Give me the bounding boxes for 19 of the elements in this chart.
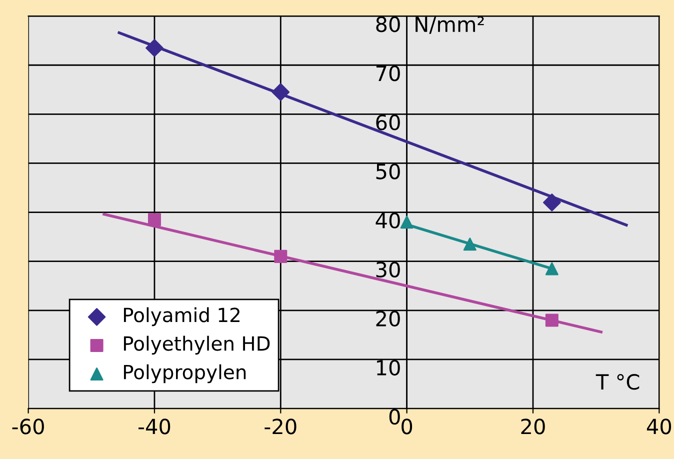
x-tick-label: -20 xyxy=(264,418,296,434)
y-tick-label: 70 xyxy=(376,65,400,82)
y-tick-label: 20 xyxy=(376,310,400,327)
y-axis-title: N/mm² xyxy=(416,16,484,34)
x-tick-label: -40 xyxy=(138,418,170,434)
legend-label: Polyethylen HD xyxy=(124,336,270,355)
x-tick-label: 20 xyxy=(521,418,545,434)
legend-label: Polyamid 12 xyxy=(124,307,240,326)
x-axis-title: T °C xyxy=(596,374,640,390)
y-tick-label: 10 xyxy=(377,360,400,376)
legend-label: Polypropylen xyxy=(124,364,246,384)
y-tick-label: 40 xyxy=(376,212,400,228)
x-tick-label: 0 xyxy=(402,418,412,434)
x-tick-label: -60 xyxy=(12,418,44,434)
x-tick-label: 40 xyxy=(646,418,672,434)
y-tick-label: 30 xyxy=(376,262,400,278)
y-tick-label: 80 xyxy=(376,16,400,32)
y-tick-label: 60 xyxy=(376,114,400,130)
y-tick-label: 50 xyxy=(376,164,400,180)
